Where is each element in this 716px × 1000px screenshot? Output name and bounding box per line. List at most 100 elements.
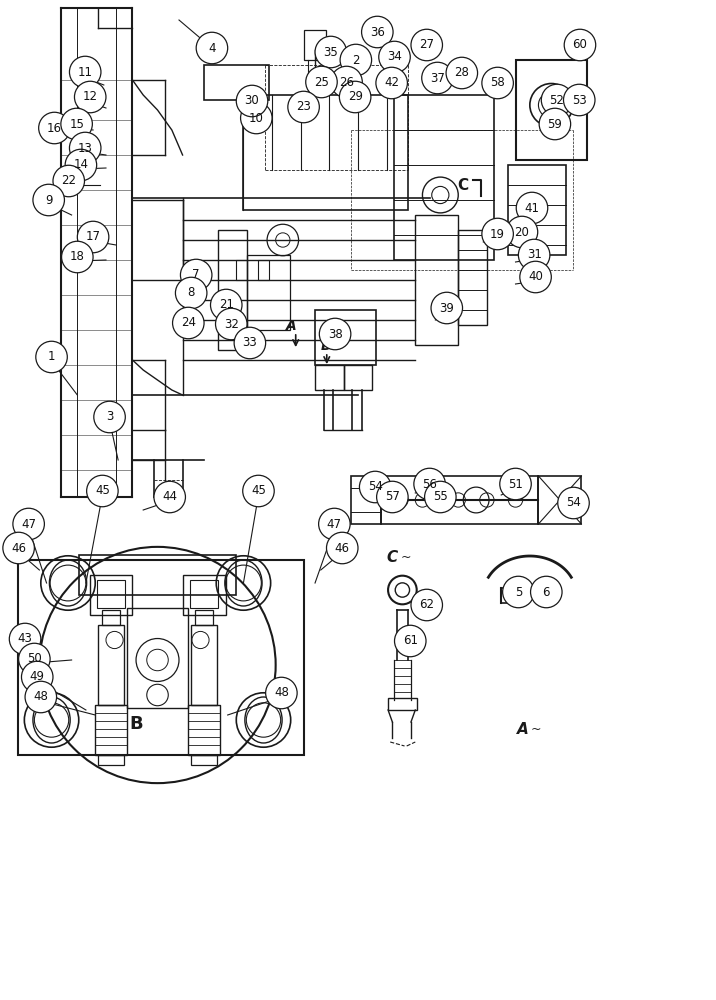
Circle shape	[516, 192, 548, 224]
Bar	[388, 698, 417, 710]
Text: A: A	[286, 319, 296, 333]
Circle shape	[518, 239, 550, 271]
Bar	[218, 230, 247, 350]
Circle shape	[175, 277, 207, 309]
Bar	[538, 476, 581, 524]
Bar	[95, 705, 127, 755]
Circle shape	[411, 29, 442, 61]
Circle shape	[216, 308, 247, 340]
Text: 4: 4	[208, 41, 216, 54]
Bar	[458, 230, 487, 325]
Circle shape	[482, 67, 513, 99]
Text: 45: 45	[251, 485, 266, 497]
Bar	[98, 625, 124, 705]
Text: 27: 27	[420, 38, 434, 51]
Circle shape	[359, 471, 391, 503]
Circle shape	[154, 481, 185, 513]
Circle shape	[288, 91, 319, 123]
Circle shape	[69, 56, 101, 88]
Text: 34: 34	[387, 50, 402, 64]
Circle shape	[74, 81, 106, 113]
Text: 37: 37	[430, 72, 445, 85]
Text: 54: 54	[566, 496, 581, 510]
Circle shape	[520, 261, 551, 293]
Text: 2: 2	[352, 53, 359, 66]
Bar	[304, 30, 326, 60]
Text: 23: 23	[296, 101, 311, 113]
Text: 17: 17	[86, 231, 100, 243]
Text: 16: 16	[47, 121, 62, 134]
Text: C: C	[458, 178, 469, 194]
Text: 54: 54	[368, 481, 382, 493]
Circle shape	[33, 184, 64, 216]
Text: 35: 35	[324, 45, 338, 58]
Text: ~: ~	[400, 550, 411, 564]
Circle shape	[563, 84, 595, 116]
Text: 39: 39	[440, 302, 454, 314]
Text: 51: 51	[508, 478, 523, 490]
Circle shape	[531, 576, 562, 608]
Text: 1: 1	[48, 351, 55, 363]
Text: 11: 11	[78, 66, 92, 79]
Circle shape	[319, 508, 350, 540]
Circle shape	[211, 289, 242, 321]
Text: 48: 48	[274, 686, 289, 700]
Bar	[344, 365, 372, 390]
Circle shape	[173, 307, 204, 339]
Bar	[415, 215, 458, 345]
Bar	[394, 95, 494, 260]
Circle shape	[414, 468, 445, 500]
Bar	[351, 476, 381, 524]
Bar	[236, 260, 247, 280]
Circle shape	[500, 468, 531, 500]
Text: 49: 49	[30, 670, 44, 684]
Text: 26: 26	[339, 76, 354, 89]
Circle shape	[236, 85, 268, 117]
Text: 44: 44	[163, 490, 177, 504]
Text: 18: 18	[70, 250, 84, 263]
Circle shape	[482, 218, 513, 250]
Text: 29: 29	[348, 91, 362, 104]
Text: 30: 30	[245, 95, 259, 107]
Text: 20: 20	[515, 226, 529, 238]
Bar	[102, 610, 120, 625]
Circle shape	[87, 475, 118, 507]
Text: 28: 28	[455, 66, 469, 80]
Circle shape	[503, 576, 534, 608]
Text: 33: 33	[243, 336, 257, 350]
Bar	[183, 575, 226, 615]
Text: 43: 43	[18, 633, 32, 646]
Circle shape	[69, 132, 101, 164]
Circle shape	[36, 341, 67, 373]
Circle shape	[315, 36, 347, 68]
Text: 31: 31	[527, 248, 541, 261]
Text: 13: 13	[78, 141, 92, 154]
Circle shape	[377, 481, 408, 513]
Circle shape	[61, 108, 92, 140]
Text: 6: 6	[543, 585, 550, 598]
Bar	[501, 588, 521, 603]
Circle shape	[411, 589, 442, 621]
Text: 12: 12	[83, 91, 97, 104]
Text: 10: 10	[249, 111, 263, 124]
Bar	[191, 755, 217, 765]
Text: C: C	[387, 550, 398, 564]
Circle shape	[94, 401, 125, 433]
Text: ~: ~	[531, 722, 541, 736]
Circle shape	[340, 44, 372, 76]
Circle shape	[234, 327, 266, 359]
Bar	[258, 260, 268, 280]
Text: 24: 24	[181, 316, 195, 330]
Text: 41: 41	[525, 202, 539, 215]
Bar	[79, 555, 236, 595]
Bar	[127, 608, 188, 708]
Text: 45: 45	[95, 485, 110, 497]
Bar	[190, 580, 218, 608]
Circle shape	[376, 67, 407, 99]
Bar	[516, 60, 587, 160]
Text: 57: 57	[385, 490, 400, 504]
Text: 36: 36	[370, 25, 384, 38]
Bar	[90, 575, 132, 615]
Circle shape	[62, 241, 93, 273]
Circle shape	[180, 259, 212, 291]
